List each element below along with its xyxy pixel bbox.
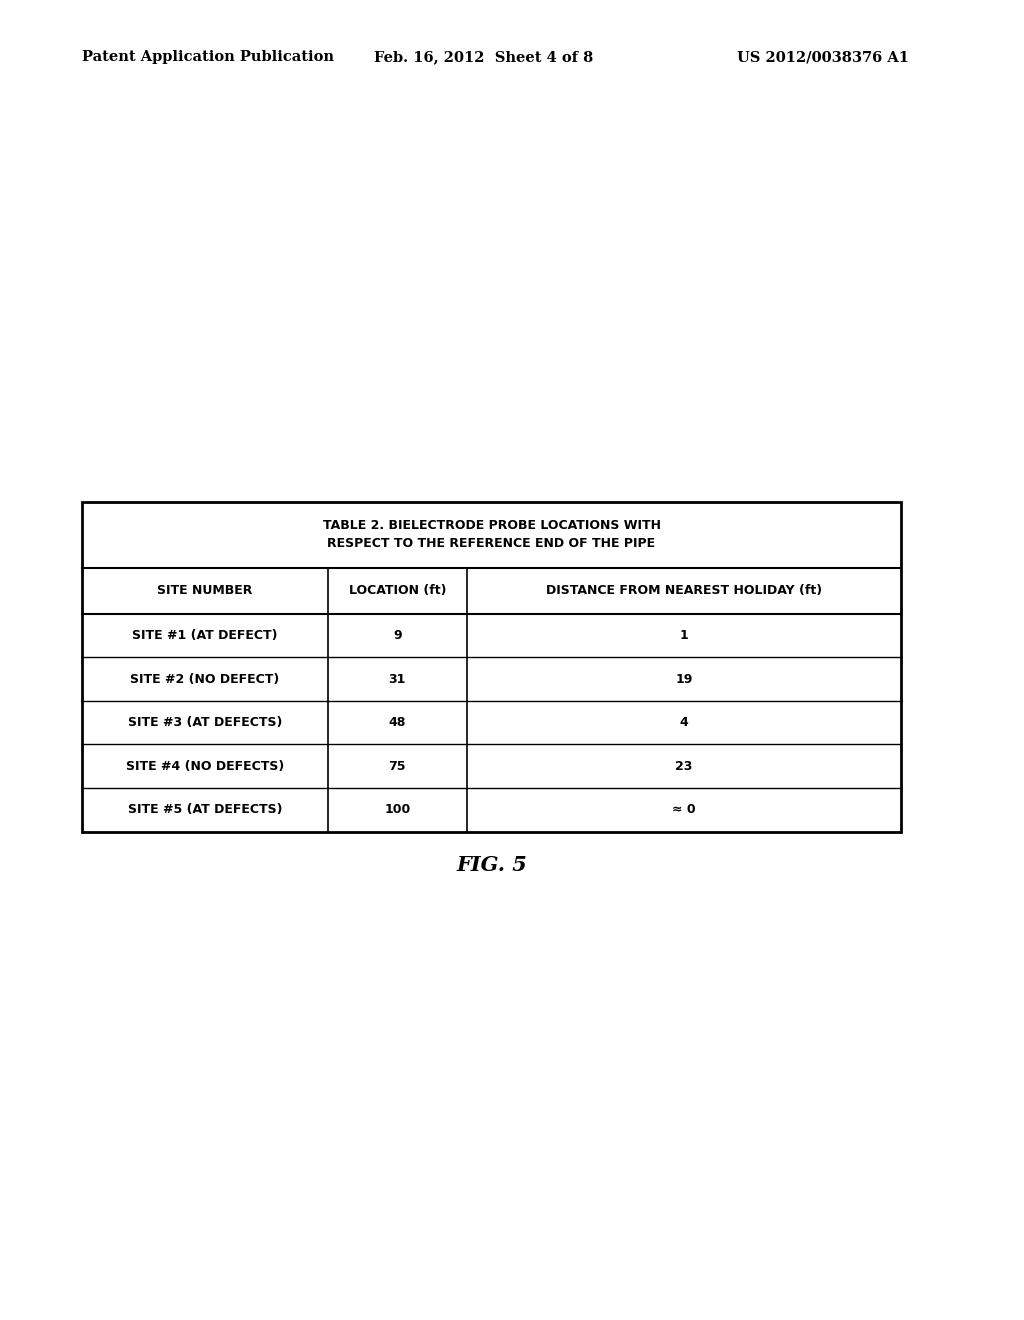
Text: 31: 31 <box>389 673 406 685</box>
Text: SITE #3 (AT DEFECTS): SITE #3 (AT DEFECTS) <box>128 717 282 729</box>
Text: 48: 48 <box>389 717 406 729</box>
Text: 75: 75 <box>388 760 407 772</box>
Text: DISTANCE FROM NEAREST HOLIDAY (ft): DISTANCE FROM NEAREST HOLIDAY (ft) <box>546 585 822 597</box>
Text: 1: 1 <box>680 630 688 642</box>
Text: LOCATION (ft): LOCATION (ft) <box>348 585 446 597</box>
Text: SITE #2 (NO DEFECT): SITE #2 (NO DEFECT) <box>130 673 280 685</box>
Text: ≈ 0: ≈ 0 <box>672 804 696 816</box>
Text: 23: 23 <box>676 760 692 772</box>
Text: SITE #4 (NO DEFECTS): SITE #4 (NO DEFECTS) <box>126 760 284 772</box>
Text: TABLE 2. BIELECTRODE PROBE LOCATIONS WITH
RESPECT TO THE REFERENCE END OF THE PI: TABLE 2. BIELECTRODE PROBE LOCATIONS WIT… <box>323 519 660 550</box>
Text: Feb. 16, 2012  Sheet 4 of 8: Feb. 16, 2012 Sheet 4 of 8 <box>374 50 593 65</box>
Text: US 2012/0038376 A1: US 2012/0038376 A1 <box>737 50 909 65</box>
Text: SITE #5 (AT DEFECTS): SITE #5 (AT DEFECTS) <box>128 804 282 816</box>
Text: 100: 100 <box>384 804 411 816</box>
Text: 4: 4 <box>680 717 688 729</box>
Text: SITE #1 (AT DEFECT): SITE #1 (AT DEFECT) <box>132 630 278 642</box>
Text: SITE NUMBER: SITE NUMBER <box>157 585 253 597</box>
Text: 19: 19 <box>676 673 692 685</box>
Text: Patent Application Publication: Patent Application Publication <box>82 50 334 65</box>
Text: FIG. 5: FIG. 5 <box>456 855 527 875</box>
Text: 9: 9 <box>393 630 401 642</box>
